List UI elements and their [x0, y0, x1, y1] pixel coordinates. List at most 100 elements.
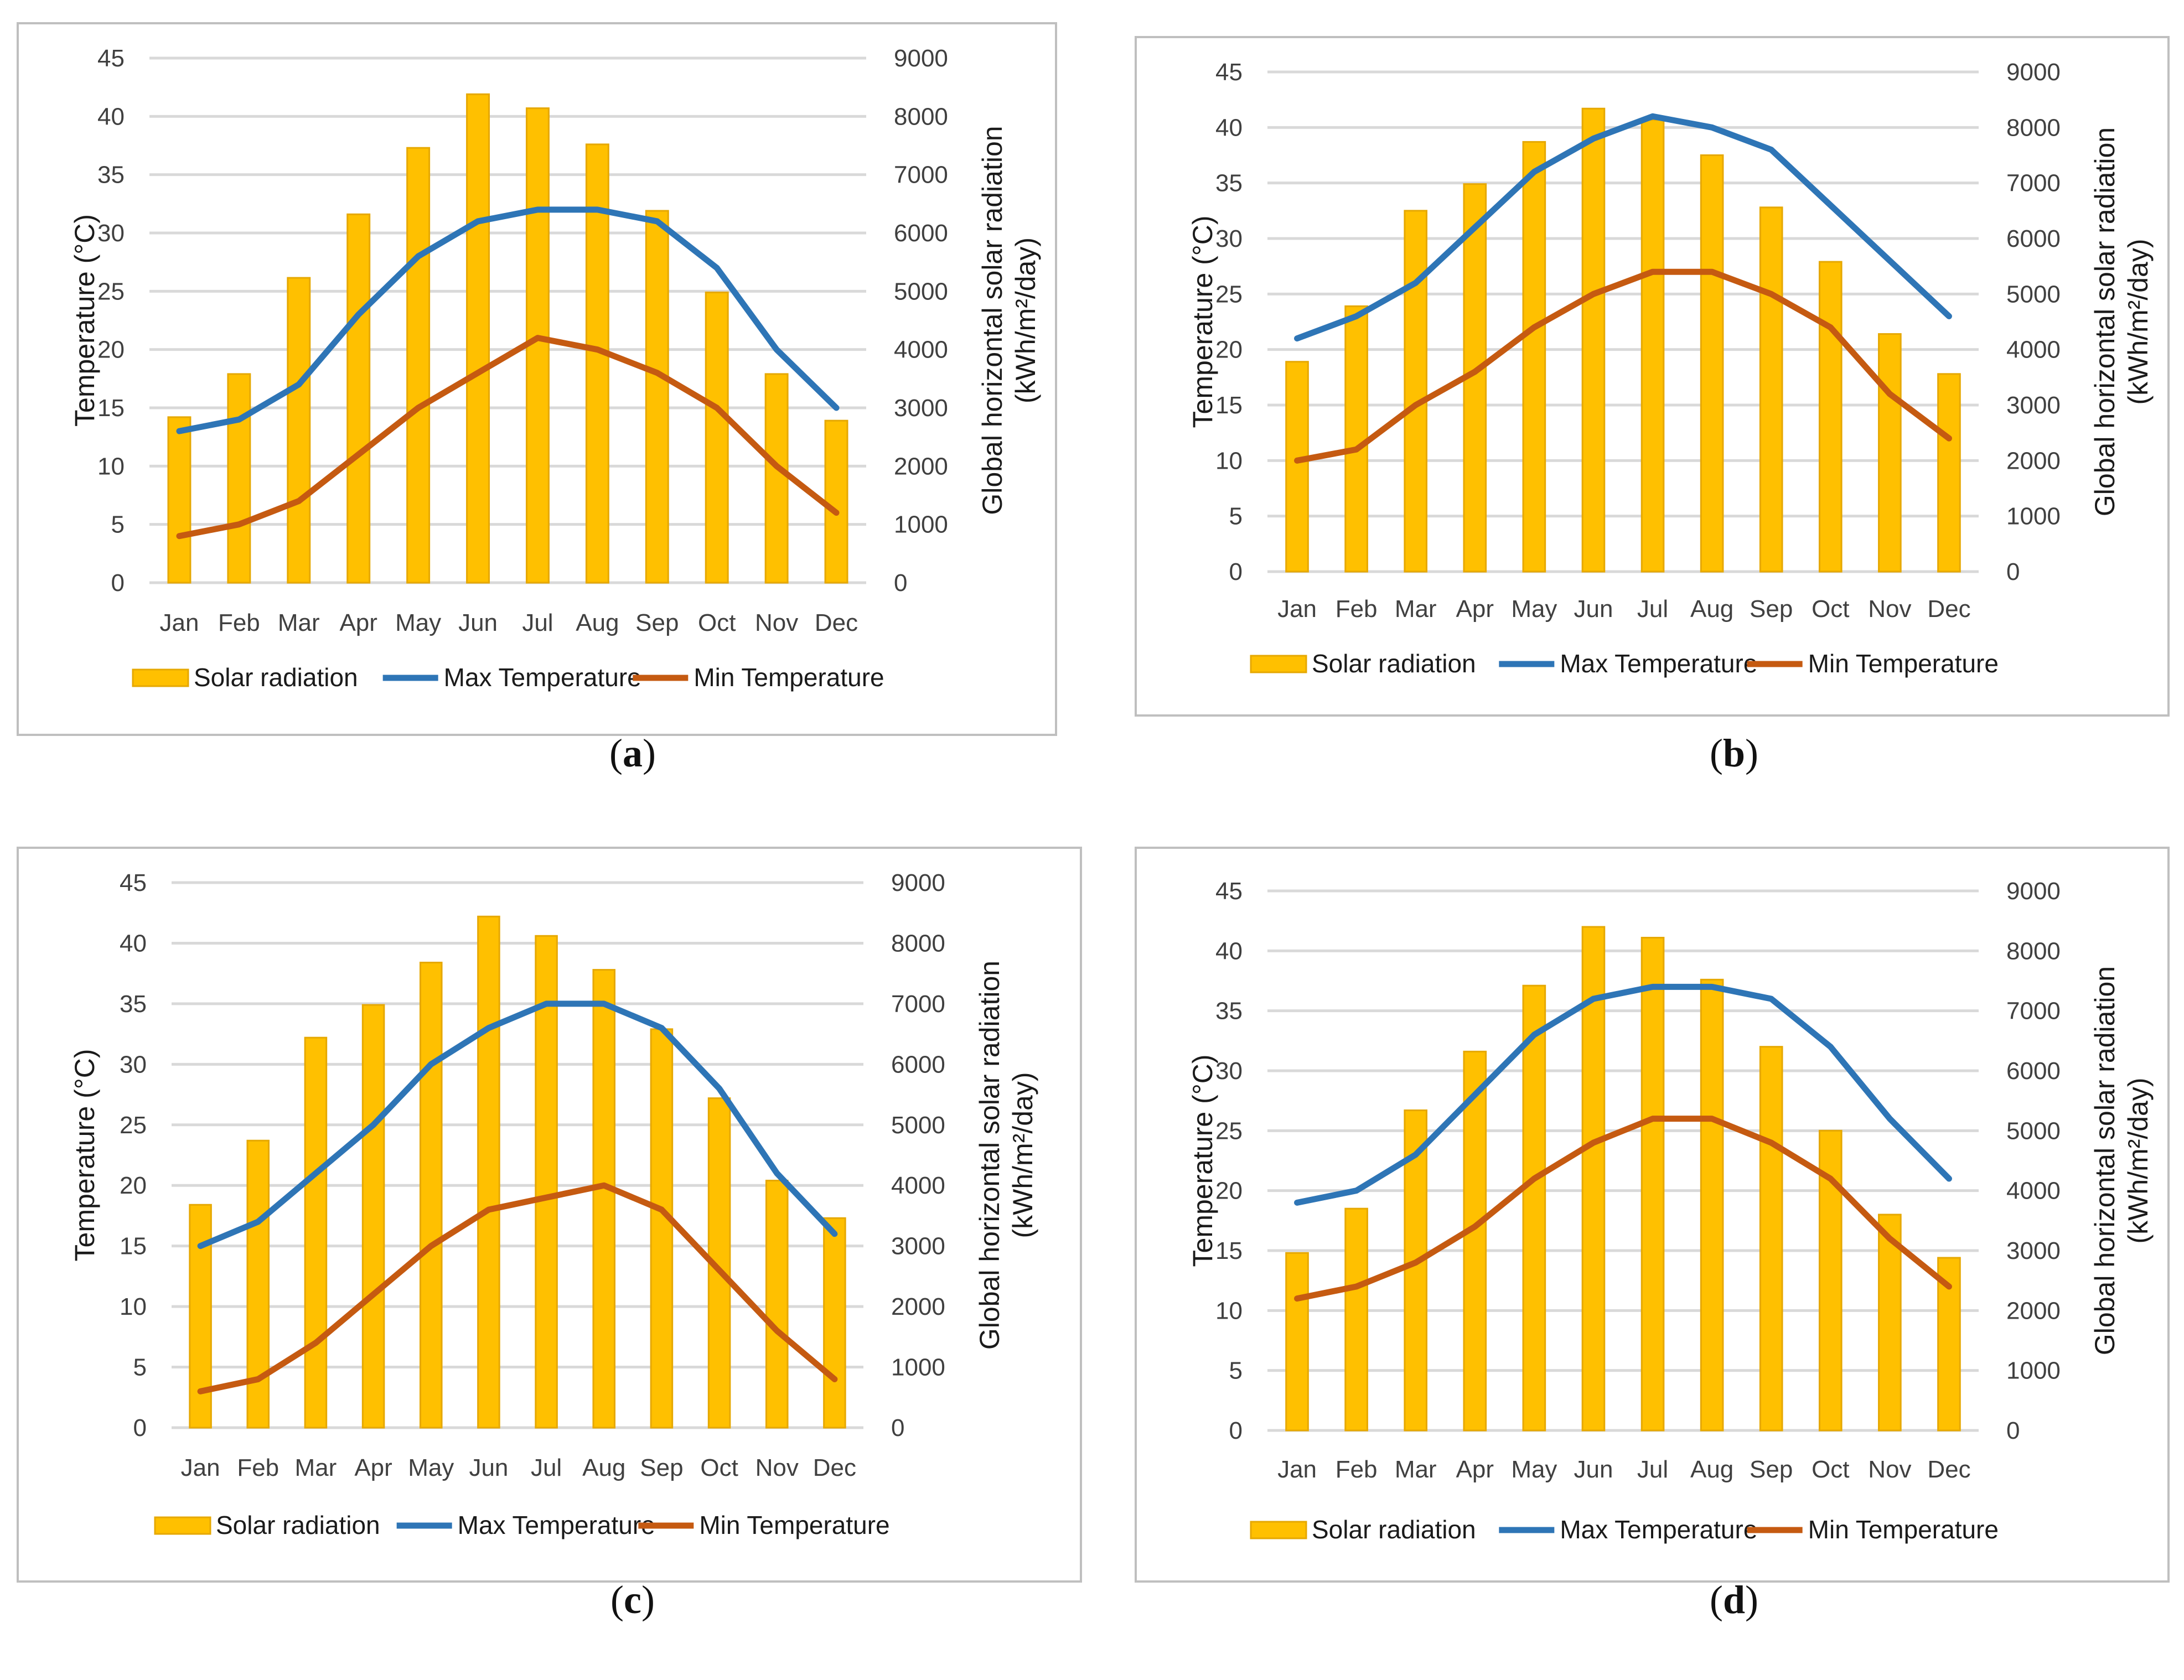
bar-solar-radiation [535, 935, 558, 1429]
bar-solar-radiation [361, 1004, 385, 1429]
x-tick-label: May [395, 609, 441, 636]
y2-tick-label: 5000 [2006, 281, 2061, 308]
x-tick-label: Apr [1456, 595, 1494, 623]
x-tick-label: Sep [1750, 1456, 1793, 1483]
y2-axis-title-units: (kWh/m²/day) [1007, 1072, 1038, 1238]
x-tick-label: May [408, 1454, 454, 1481]
y2-tick-label: 3000 [894, 395, 948, 422]
x-tick-label: Jun [1574, 1456, 1613, 1483]
y2-tick-label: 0 [894, 569, 907, 597]
y2-tick-label: 1000 [894, 511, 948, 538]
subfigure-caption: (b) [1709, 731, 1758, 775]
y-tick-label: 30 [1215, 225, 1243, 252]
line-max-temperature [1294, 983, 1952, 1206]
x-tick-label: Jul [1637, 595, 1668, 623]
y-tick-label: 0 [133, 1414, 147, 1442]
x-tick-label: Oct [1812, 1456, 1849, 1483]
bar-solar-radiation [823, 1217, 846, 1429]
legend-swatch-solar-radiation [154, 1516, 211, 1535]
y2-tick-label: 0 [891, 1414, 904, 1442]
chart-panel-a: 0 5 10 15 20 25 30 35 40 45 0 1000 2000 3000 4000 5000 6… [17, 22, 1057, 736]
y-tick-label: 35 [1215, 998, 1243, 1025]
x-tick-label: Apr [1456, 1456, 1494, 1483]
x-tick-label: Mar [1395, 1456, 1437, 1483]
x-tick-label: Aug [1690, 1456, 1733, 1483]
y-tick-label: 45 [120, 869, 147, 896]
legend-label: Min Temperature [694, 663, 884, 692]
line-min-temperature [1294, 1116, 1952, 1302]
x-tick-label: Jul [522, 609, 553, 636]
y-tick-label: 45 [97, 45, 125, 72]
legend-label: Max Temperature [444, 663, 641, 692]
bar-solar-radiation [764, 373, 789, 584]
y-axis-title: Temperature (°C) [1187, 1055, 1218, 1267]
y-tick-label: 0 [1229, 558, 1243, 585]
y2-tick-label: 2000 [2006, 447, 2061, 474]
y-tick-label: 20 [120, 1172, 147, 1199]
y2-tick-label: 9000 [2006, 59, 2061, 86]
y-tick-label: 20 [1215, 1178, 1243, 1205]
y-tick-label: 35 [97, 162, 125, 189]
y2-axis-title-units: (kWh/m²/day) [2123, 1078, 2154, 1244]
y2-tick-label: 9000 [891, 869, 945, 896]
y2-tick-label: 4000 [891, 1172, 945, 1199]
y2-tick-label: 1000 [2006, 503, 2061, 530]
line-min-temperature [197, 1182, 838, 1394]
bar-solar-radiation [705, 291, 729, 584]
chart-panel-d: 0 5 10 15 20 25 30 35 40 45 0 1000 2000 3000 4000 5000 6… [1135, 847, 2170, 1583]
line-min-temperature [1294, 268, 1952, 464]
y2-tick-label: 4000 [894, 336, 948, 364]
x-tick-label: Jan [1277, 595, 1317, 623]
y-tick-label: 10 [1215, 1297, 1243, 1324]
legend-label: Solar radiation [194, 663, 358, 692]
y2-tick-label: 0 [2006, 1417, 2020, 1444]
y-tick-label: 40 [1215, 114, 1243, 141]
bar-solar-radiation [477, 915, 500, 1429]
bar-solar-radiation [1759, 206, 1783, 573]
line-max-temperature [197, 1000, 838, 1249]
y-tick-label: 5 [1229, 1357, 1243, 1385]
bar-solar-radiation [1937, 373, 1961, 573]
y2-tick-label: 6000 [2006, 225, 2061, 252]
bar-solar-radiation [1463, 1050, 1487, 1432]
bar-solar-radiation [592, 969, 616, 1429]
y2-tick-label: 5000 [891, 1112, 945, 1139]
y-tick-label: 5 [1229, 503, 1243, 530]
x-tick-label: Jun [469, 1454, 508, 1481]
bar-solar-radiation [1522, 141, 1546, 573]
bar-solar-radiation [1640, 118, 1665, 573]
y2-tick-label: 8000 [2006, 937, 2061, 965]
bar-solar-radiation [1700, 154, 1724, 573]
y-tick-label: 10 [1215, 447, 1243, 474]
y-tick-label: 15 [120, 1233, 147, 1260]
y-tick-label: 20 [97, 336, 125, 364]
y2-tick-label: 8000 [894, 103, 948, 130]
y2-tick-label: 1000 [2006, 1357, 2061, 1385]
y-tick-label: 45 [1215, 878, 1243, 905]
bar-solar-radiation [525, 107, 550, 584]
y2-tick-label: 3000 [2006, 1237, 2061, 1264]
y-tick-label: 20 [1215, 336, 1243, 364]
legend-label: Solar radiation [216, 1511, 380, 1539]
y2-tick-label: 3000 [2006, 392, 2061, 419]
y-axis-title: Temperature (°C) [69, 1049, 100, 1262]
legend-label: Max Temperature [1560, 649, 1757, 678]
x-tick-label: Nov [755, 1454, 799, 1481]
x-tick-label: Sep [635, 609, 679, 636]
x-tick-label: Jan [1277, 1456, 1317, 1483]
y2-tick-label: 0 [2006, 558, 2020, 585]
x-tick-label: Oct [1812, 595, 1849, 623]
y-tick-label: 25 [97, 278, 125, 305]
y2-tick-label: 8000 [891, 930, 945, 957]
x-tick-label: Feb [1336, 595, 1378, 623]
bar-solar-radiation [1640, 937, 1665, 1432]
legend-label: Min Temperature [1808, 649, 1999, 678]
x-tick-label: Mar [295, 1454, 337, 1481]
legend-label: Min Temperature [1808, 1515, 1999, 1544]
bar-solar-radiation [765, 1179, 789, 1429]
bar-solar-radiation [246, 1139, 270, 1429]
legend-swatch-solar-radiation [1250, 1521, 1307, 1539]
y2-tick-label: 6000 [2006, 1057, 2061, 1085]
y2-axis-title: Global horizontal solar radiation [977, 126, 1008, 515]
y-axis-title: Temperature (°C) [69, 214, 100, 427]
